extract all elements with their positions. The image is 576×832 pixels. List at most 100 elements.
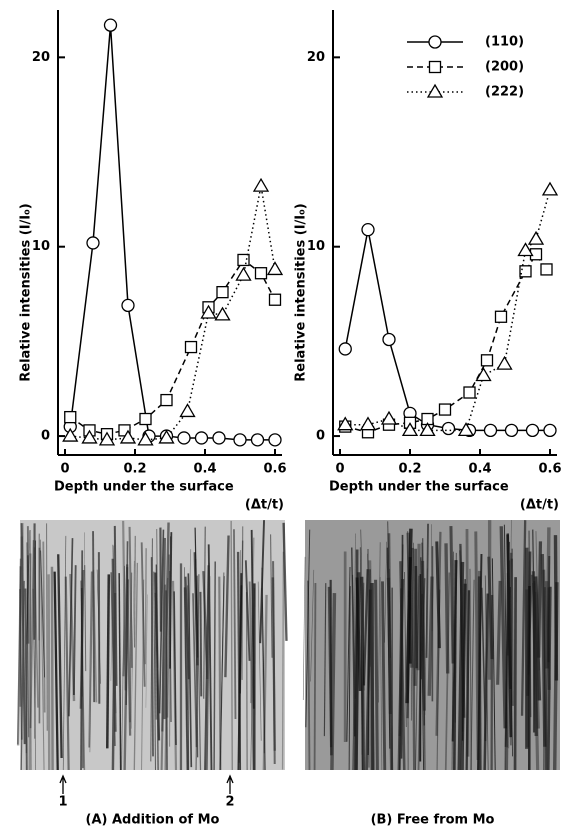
micrograph-streak <box>79 569 85 709</box>
micrograph-streak <box>184 576 190 680</box>
point <box>212 431 226 445</box>
micrograph-streak <box>281 551 285 770</box>
micrograph-streak <box>163 522 170 720</box>
point <box>266 261 284 276</box>
x-tick-label: 0.6 <box>263 462 286 477</box>
micrograph-streak <box>310 569 315 682</box>
micrograph-streak <box>150 538 153 762</box>
micrograph-streak <box>415 575 420 771</box>
y-axis-label: Relative intensities (I/I₀) <box>19 203 34 381</box>
micrograph-streak <box>248 581 255 771</box>
point <box>254 267 268 280</box>
micrograph-streak <box>270 534 273 658</box>
point <box>233 433 247 447</box>
micrograph-streak <box>81 532 85 697</box>
point <box>527 230 545 245</box>
micrograph-streak <box>469 568 472 771</box>
micrograph-streak <box>421 560 426 711</box>
micrograph-streak <box>307 580 311 771</box>
micrograph-streak <box>96 569 101 684</box>
micrograph-streak <box>80 580 86 771</box>
micrograph-streak <box>84 565 87 672</box>
micrograph-streak <box>510 558 514 706</box>
point <box>382 332 396 347</box>
point <box>81 429 98 444</box>
micrograph-streak <box>144 548 147 665</box>
micrograph-streak <box>53 571 59 771</box>
micrograph-streak <box>346 566 351 742</box>
point <box>475 367 492 382</box>
micrograph-streak <box>92 531 96 703</box>
y-tick-label: 10 <box>307 239 325 254</box>
micrograph-streak <box>547 586 552 771</box>
micrograph-streak <box>20 523 26 745</box>
x-axis-unit: (Δt/t) <box>245 498 284 513</box>
point <box>121 298 135 313</box>
micrograph-streak <box>410 542 414 721</box>
micrograph-streak <box>302 556 306 701</box>
point <box>139 412 152 426</box>
micrograph-streak <box>348 586 351 771</box>
micrograph-streak <box>400 534 404 759</box>
micrograph-streak <box>520 520 527 716</box>
micrograph-streak <box>125 564 132 736</box>
x-tick-label: 0.2 <box>398 462 421 477</box>
point <box>252 177 270 192</box>
micrograph-streak <box>245 592 248 771</box>
micrograph-streak <box>122 520 127 691</box>
micrograph-streak <box>156 528 159 668</box>
micrograph-streak <box>237 573 243 771</box>
point <box>160 393 173 407</box>
micrograph-streak <box>367 553 371 667</box>
micrograph-streak <box>187 573 193 768</box>
micrograph-streak <box>32 588 37 771</box>
micrograph-streak <box>26 542 30 738</box>
micrograph-streak <box>218 576 222 771</box>
micrograph-streak <box>203 526 206 699</box>
micrograph-streak <box>145 594 148 708</box>
point <box>338 342 352 356</box>
micrograph-streak <box>513 577 517 771</box>
micrograph-streak <box>160 584 167 771</box>
micrograph-streak <box>16 536 24 746</box>
micrograph-streak <box>250 529 255 709</box>
micrograph-streak <box>272 561 276 765</box>
point <box>250 433 265 447</box>
micrograph-streak <box>477 553 483 771</box>
micrograph-streak <box>183 587 189 771</box>
micrograph-streak <box>465 590 471 771</box>
point <box>480 354 494 367</box>
micrograph-streak <box>257 581 262 741</box>
micrograph-streak <box>141 579 145 771</box>
point <box>438 403 452 416</box>
micrograph-streak <box>496 580 502 685</box>
micrograph-streak <box>323 583 327 737</box>
micrograph-streak <box>282 522 288 641</box>
point <box>98 431 116 446</box>
micrograph-streak <box>241 526 244 680</box>
series-line <box>70 185 276 441</box>
micrograph-streak <box>350 547 356 737</box>
legend-marker <box>428 60 442 74</box>
point <box>235 266 252 281</box>
legend-marker <box>428 35 442 49</box>
micrograph-streak <box>154 592 157 720</box>
micrograph-streak <box>398 588 403 737</box>
micrograph-streak <box>129 572 133 723</box>
micrograph-streak <box>196 575 202 771</box>
micrograph-streak <box>133 562 139 771</box>
micrograph-streak <box>509 587 513 757</box>
micrograph-streak <box>261 588 265 754</box>
micrograph-streak <box>543 587 546 771</box>
micrograph-streak <box>261 567 266 771</box>
point <box>64 410 77 424</box>
x-tick-label: 0.6 <box>538 462 561 477</box>
micrograph-streak <box>173 591 177 746</box>
micrograph-streak <box>39 539 45 771</box>
micrograph-streak <box>374 579 379 771</box>
micrograph-streak <box>111 558 117 732</box>
point <box>517 242 534 257</box>
micrograph-streak <box>26 530 31 645</box>
micrograph-streak <box>153 571 156 771</box>
micrograph-streak <box>425 523 429 658</box>
